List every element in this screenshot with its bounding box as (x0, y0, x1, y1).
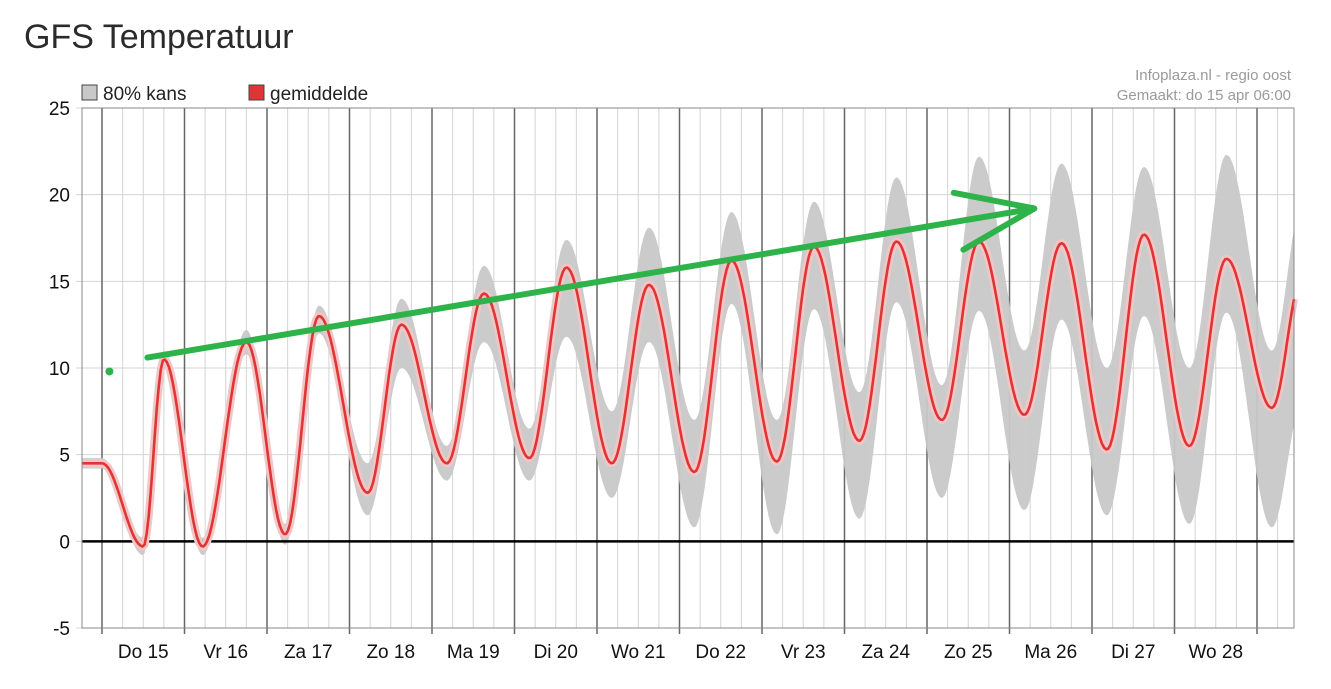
y-tick-label: 5 (59, 446, 70, 467)
source-credit-line2: Gemaakt: do 15 apr 06:00 (1117, 87, 1291, 104)
x-day-label: Za 24 (861, 642, 910, 663)
legend-band-swatch (81, 84, 98, 101)
legend-band-label: 80% kans (103, 84, 186, 105)
plot-area: 25 20 15 10 5 0 -5 Do 15 Vr 16 Za 17 Zo 18 Ma 19 Di … (49, 99, 1298, 663)
annotation-dot (105, 367, 114, 376)
x-day-label: Ma 19 (447, 642, 500, 663)
y-tick-label: 25 (49, 99, 70, 120)
mean-line (82, 233, 1296, 548)
x-day-label: Zo 18 (366, 642, 415, 663)
x-day-label: Ma 26 (1024, 642, 1077, 663)
y-tick-label: 0 (59, 532, 70, 553)
x-day-label: Di 27 (1111, 642, 1155, 663)
y-tick-label: 15 (49, 272, 70, 293)
legend-mean-swatch (248, 84, 265, 101)
source-credit-line1: Infoplaza.nl - regio oost (1135, 67, 1292, 84)
legend: 80% kans gemiddelde (81, 84, 368, 105)
page-title: GFS Temperatuur (24, 18, 294, 56)
y-tick-label: -5 (53, 619, 70, 640)
x-day-label: Vr 16 (203, 642, 248, 663)
x-day-label: Wo 28 (1188, 642, 1243, 663)
x-day-label: Di 20 (534, 642, 578, 663)
x-day-label: Do 22 (695, 642, 746, 663)
x-day-label: Do 15 (118, 642, 169, 663)
x-day-label: Za 17 (284, 642, 333, 663)
legend-mean-label: gemiddelde (270, 84, 368, 105)
x-day-label: Vr 23 (781, 642, 826, 663)
y-tick-label: 20 (49, 186, 70, 207)
plot-frame (81, 107, 1295, 629)
x-day-label: Zo 25 (944, 642, 993, 663)
annotation-arrow-shaft (144, 205, 1038, 361)
annotation-arrow-head (950, 189, 1038, 253)
y-tick-label: 10 (49, 359, 70, 380)
x-day-label: Wo 21 (611, 642, 666, 663)
